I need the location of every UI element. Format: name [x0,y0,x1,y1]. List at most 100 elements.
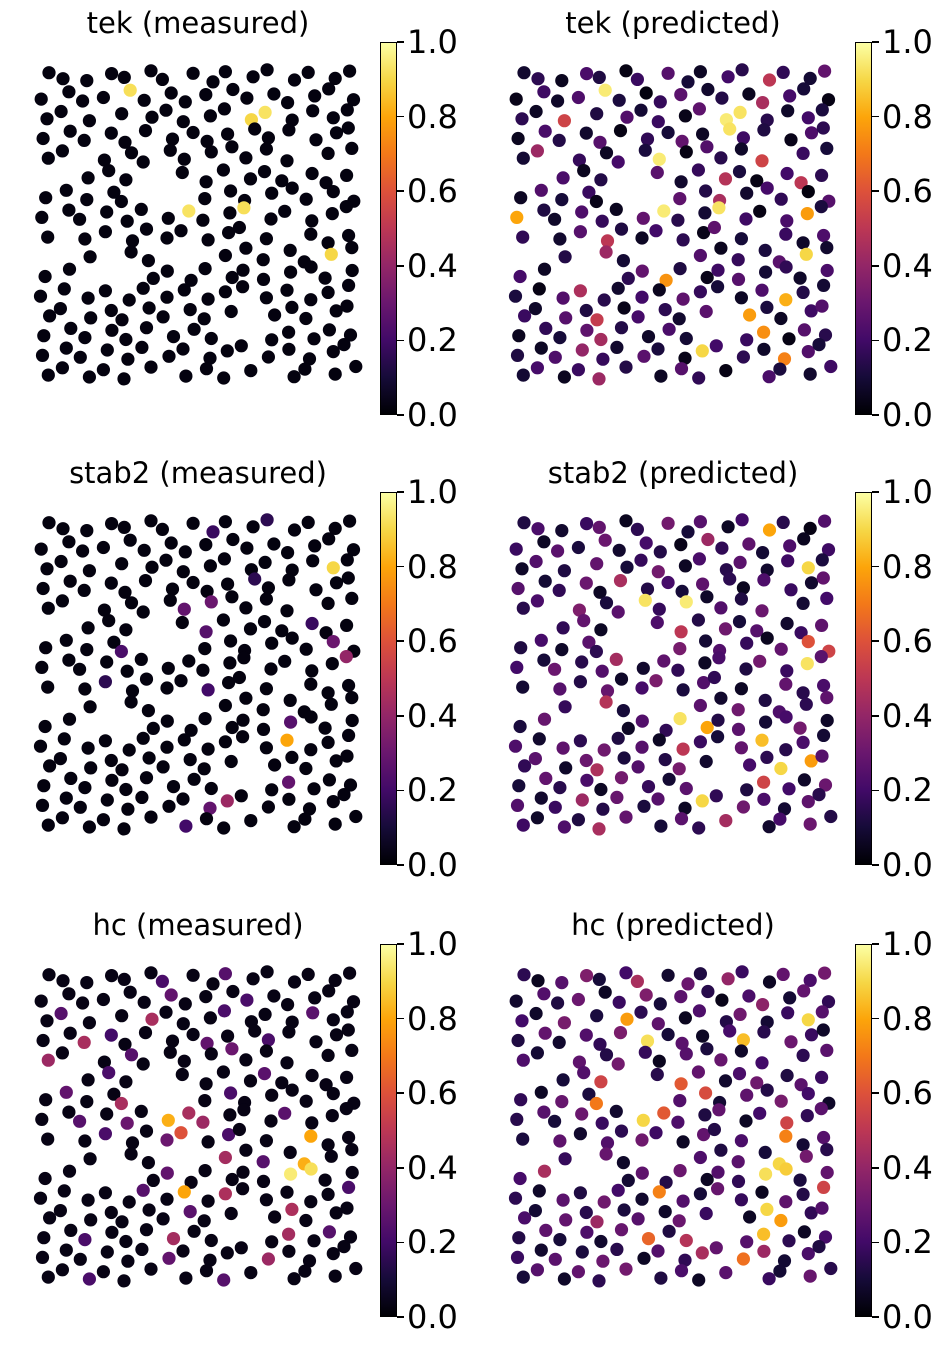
data-point [186,968,200,982]
data-point [107,185,121,199]
data-point [760,750,774,764]
data-point [84,311,98,325]
data-point [557,820,571,834]
data-point [115,107,129,121]
data-point [267,989,281,1003]
data-point [337,788,351,802]
data-point [54,104,68,119]
data-point [203,351,217,365]
data-point [511,581,525,596]
data-point [284,715,298,729]
data-point [285,750,299,764]
data-point [732,1067,747,1081]
data-point [731,1174,746,1188]
data-point [758,1145,772,1159]
data-point [661,125,675,140]
data-point [796,596,810,610]
data-point [232,670,246,685]
data-point [575,205,589,219]
data-point [707,220,721,235]
data-point [637,349,651,363]
data-point [115,1215,129,1229]
data-point [200,1036,214,1050]
data-point [681,75,695,89]
data-point [636,661,650,675]
data-point [236,1182,250,1196]
data-point [117,822,131,836]
data-point [757,342,771,356]
data-point [136,281,150,295]
data-point [774,642,788,656]
data-point [596,1254,610,1268]
data-point [760,1083,774,1097]
colorbar-tick [397,864,404,866]
colorbar-gradient [381,43,396,414]
data-point [302,802,317,816]
data-point [282,1227,296,1241]
data-point [537,203,551,217]
colorbar-tick-label: 0.0 [407,1298,458,1336]
colorbar-tick-label: 0.6 [882,622,933,661]
colorbar-tick-label: 1.0 [882,925,933,963]
data-point [136,1183,150,1197]
data-point [159,1005,173,1019]
data-point [160,1133,174,1147]
data-point [261,1252,275,1266]
data-point [635,681,649,695]
data-point [657,654,671,668]
data-point [821,543,836,557]
data-point [616,254,630,268]
data-point [141,704,155,718]
data-point [700,270,714,285]
data-point [139,1124,154,1138]
colorbar-tick-label: 0.0 [882,396,933,434]
data-point [794,626,808,640]
data-point [783,89,797,103]
data-point [750,624,764,638]
data-point [718,172,733,186]
data-point [244,364,258,378]
data-point [179,1271,193,1285]
data-point [345,241,359,255]
data-point [797,773,811,787]
data-point [41,1270,55,1284]
data-point [174,224,188,238]
data-point [658,753,672,767]
data-point [237,201,251,215]
data-point [579,576,593,590]
data-point [572,153,586,167]
data-point [278,204,292,218]
data-point [534,341,548,355]
data-point [619,360,633,374]
data-point [816,571,830,585]
panel-title: tek (predicted) [565,6,781,40]
data-point [78,1233,92,1247]
data-point [538,574,552,588]
data-point [614,1223,629,1237]
data-point [259,592,273,606]
data-point [657,204,671,218]
data-point [779,710,793,724]
data-point [186,66,200,80]
data-point [57,732,71,746]
data-point [592,1274,606,1288]
data-point [609,202,623,216]
data-point [308,89,322,103]
data-point [117,520,131,534]
data-point [582,1087,596,1101]
data-point [695,794,709,808]
data-point [340,1201,354,1215]
data-point [532,282,546,296]
data-point [734,1193,748,1207]
data-point [555,643,569,657]
colorbar-tick [397,1241,404,1244]
data-point [779,743,793,757]
data-point [762,820,776,834]
data-point [735,513,749,527]
data-point [282,1244,296,1258]
data-point [681,525,695,539]
data-point [671,213,685,227]
data-point [56,72,70,86]
data-point [304,743,318,757]
panel-hc-measured: hc (measured) 0.0 0.2 0.4 0.6 0.8 1.0 [0,902,475,1352]
